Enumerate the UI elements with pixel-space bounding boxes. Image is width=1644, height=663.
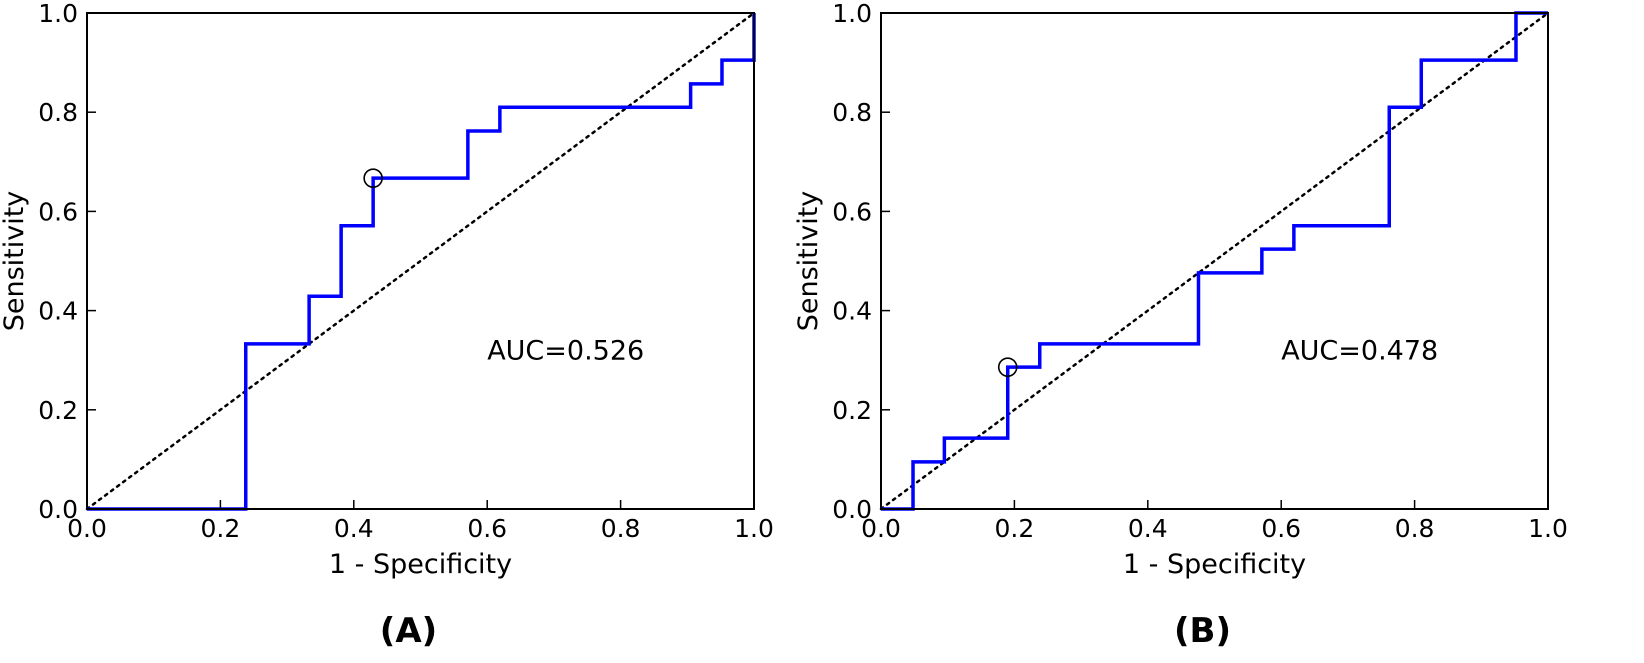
- x-tick-label: 1.0: [734, 514, 774, 543]
- cutoff-marker: [997, 357, 1018, 377]
- plot-frame: [880, 12, 1549, 510]
- cutoff-marker: [363, 168, 383, 188]
- y-axis-label: Sensitivity: [793, 191, 824, 332]
- y-tick-label: 0.4: [38, 297, 78, 326]
- y-tick-label: 1.0: [832, 0, 872, 28]
- reference-diagonal-line: [85, 11, 756, 511]
- x-tick-label: 0.0: [861, 514, 901, 543]
- x-tick-label: 0.6: [467, 514, 507, 543]
- y-tick-label: 0.2: [832, 396, 872, 425]
- panel-label: (A): [380, 611, 437, 651]
- roc-curve-series-0: [87, 13, 756, 511]
- x-tick-label: 1.0: [1528, 514, 1568, 543]
- x-tick-label: 0.4: [1128, 514, 1168, 543]
- y-tick-label: 1.0: [38, 0, 78, 28]
- auc-annotation: AUC=0.526: [487, 335, 644, 366]
- y-tick-label: 0.6: [832, 197, 872, 226]
- reference-diagonal-line: [879, 11, 1550, 511]
- x-tick-label: 0.0: [67, 514, 107, 543]
- x-axis-label: 1 - Specificity: [1123, 549, 1306, 580]
- x-tick-label: 0.8: [601, 514, 641, 543]
- panel-b: 0.0 0.2 0.4 0.6 0.8 1.0 0.0 0.2 0.4 0.6 0.8 1.0 1 - …: [793, 0, 1568, 651]
- panel-a: 0.0 0.2 0.4 0.6 0.8 1.0 0.0 0.2 0.4 0.6 0.8 1.0 1 - …: [0, 0, 774, 651]
- x-tick-label: 0.2: [201, 514, 241, 543]
- roc-curve-series-0: [881, 11, 1548, 511]
- y-tick-label: 0.4: [832, 297, 872, 326]
- panel-label: (B): [1174, 611, 1231, 651]
- x-tick-label: 0.2: [995, 514, 1035, 543]
- x-tick-label: 0.4: [334, 514, 374, 543]
- y-tick-label: 0.8: [38, 98, 78, 127]
- y-tick-label: 0.6: [38, 197, 78, 226]
- y-tick-label: 0.8: [832, 98, 872, 127]
- y-tick-label: 0.0: [832, 495, 872, 524]
- auc-annotation: AUC=0.478: [1281, 335, 1438, 366]
- x-tick-label: 0.6: [1261, 514, 1301, 543]
- y-tick-label: 0.2: [38, 396, 78, 425]
- y-tick-label: 0.0: [38, 495, 78, 524]
- x-tick-label: 0.8: [1395, 514, 1435, 543]
- x-axis-label: 1 - Specificity: [329, 549, 512, 580]
- y-axis-label: Sensitivity: [0, 191, 30, 332]
- plot-frame: [86, 12, 755, 510]
